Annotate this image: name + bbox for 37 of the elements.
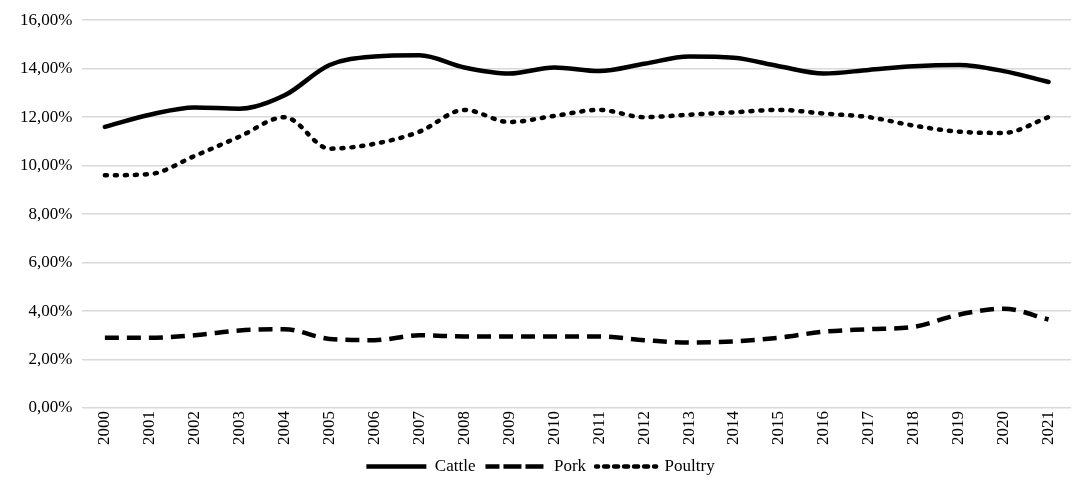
- x-tick-label: 2010: [543, 411, 563, 445]
- y-tick-label: 10,00%: [19, 155, 73, 175]
- x-tick-label: 2018: [903, 411, 923, 445]
- x-tick-label: 2019: [948, 411, 968, 445]
- x-tick-label: 2015: [768, 411, 788, 445]
- x-tick-label: 2001: [139, 411, 159, 445]
- line-series: [102, 53, 1051, 130]
- line-series: [102, 107, 1051, 178]
- y-tick-label: 0,00%: [28, 397, 73, 417]
- legend-label: Cattle: [434, 455, 476, 475]
- x-tick-label: 2002: [184, 411, 204, 445]
- x-tick-label: 2021: [1038, 411, 1057, 445]
- x-tick-label: 2016: [813, 411, 833, 445]
- x-tick-label: 2011: [588, 411, 608, 445]
- x-tick-label: 2004: [274, 410, 294, 445]
- x-tick-label: 2007: [408, 410, 428, 445]
- y-tick-label: 14,00%: [19, 58, 73, 78]
- x-tick-label: 2005: [319, 411, 339, 445]
- legend-label: Poultry: [664, 455, 716, 475]
- x-tick-label: 2006: [363, 411, 383, 445]
- y-tick-label: 8,00%: [28, 203, 73, 223]
- y-tick-label: 16,00%: [19, 9, 73, 29]
- x-tick-label: 2009: [498, 411, 518, 445]
- y-tick-label: 12,00%: [19, 106, 73, 126]
- x-tick-label: 2003: [229, 411, 249, 445]
- y-tick-label: 4,00%: [28, 300, 73, 320]
- x-tick-label: 2012: [633, 411, 653, 445]
- x-tick-label: 2014: [723, 410, 743, 445]
- y-tick-label: 2,00%: [28, 348, 73, 368]
- x-tick-label: 2013: [678, 411, 698, 445]
- x-tick-label: 2020: [993, 411, 1013, 445]
- line-series: [102, 306, 1051, 345]
- x-tick-label: 2008: [453, 411, 473, 445]
- legend-label: Pork: [553, 455, 587, 475]
- x-tick-label: 2000: [94, 411, 114, 445]
- y-tick-label: 6,00%: [28, 252, 73, 272]
- x-tick-label: 2017: [858, 410, 878, 445]
